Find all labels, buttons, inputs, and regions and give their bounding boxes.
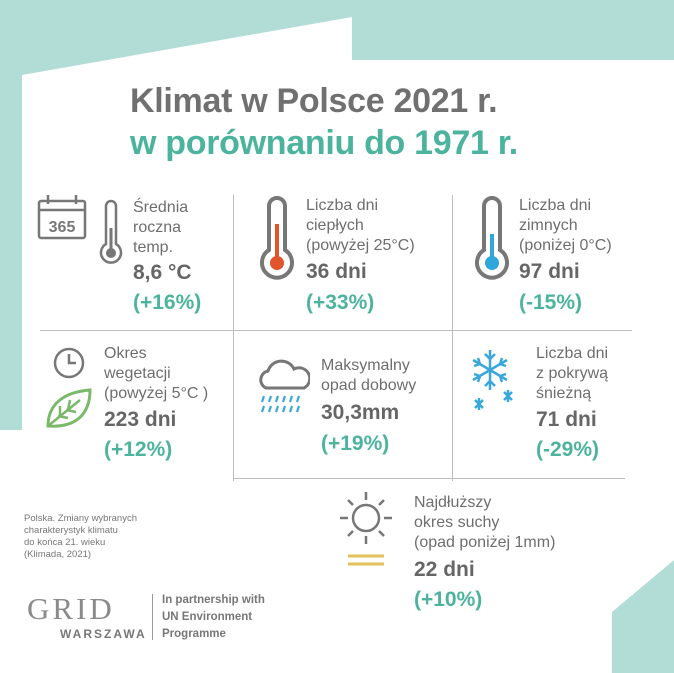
rain-cloud-icon — [259, 359, 310, 413]
stat-change-dry-period: (+10%) — [414, 588, 483, 611]
stat-value-cold-days: 97 dni — [519, 260, 580, 283]
stat-change-avg-temp: (+16%) — [133, 291, 202, 314]
logo-divider — [152, 594, 153, 640]
stat-label-max-precip: Maksymalny opad dobowy — [321, 357, 417, 394]
divider-vertical-2 — [452, 195, 453, 481]
stat-label-snow-days: Liczba dni z pokrywą śnieżną — [536, 345, 609, 402]
partnership-text: In partnership with UN Environment Progr… — [162, 594, 265, 640]
stat-change-vegetation: (+12%) — [104, 438, 173, 461]
stat-value-dry-period: 22 dni — [414, 558, 475, 581]
stat-value-avg-temp: 8,6 °C — [133, 261, 192, 284]
stat-value-warm-days: 36 dni — [306, 260, 367, 283]
calendar-365-thermometer-icon: 365 — [37, 195, 123, 264]
title-line-2: w porównaniu do 1971 r. — [130, 124, 518, 162]
grid-logo-subtext: WARSZAWA — [60, 627, 147, 641]
calendar-365-text: 365 — [49, 219, 76, 236]
cold-thermometer-icon — [475, 196, 509, 280]
divider-vertical-1 — [233, 195, 234, 481]
stat-label-warm-days: Liczba dni ciepłych (powyżej 25°C) — [306, 197, 415, 254]
stat-label-cold-days: Liczba dni zimnych (poniżej 0°C) — [519, 197, 612, 254]
stat-label-avg-temp: Średnia roczna temp. — [133, 199, 189, 256]
stat-value-snow-days: 71 dni — [536, 408, 597, 431]
stat-change-warm-days: (+33%) — [306, 291, 375, 314]
divider-horizontal-1 — [40, 330, 632, 331]
hot-thermometer-icon — [260, 196, 294, 280]
stat-value-vegetation: 223 dni — [104, 408, 177, 431]
clock-leaf-icon — [46, 347, 92, 428]
stat-label-vegetation: Okres wegetacji (powyżej 5°C ) — [104, 345, 209, 402]
stat-label-dry-period: Najdłuższy okres suchy (opad poniżej 1mm… — [414, 494, 556, 551]
stat-change-cold-days: (-15%) — [519, 291, 583, 314]
grid-logo-text: GRID — [27, 591, 115, 626]
sun-icon — [340, 492, 392, 566]
stat-change-max-precip: (+19%) — [321, 432, 390, 455]
stat-change-snow-days: (-29%) — [536, 438, 600, 461]
stat-value-max-precip: 30,3mm — [321, 401, 400, 424]
snowflake-icon — [472, 350, 513, 410]
divider-horizontal-2 — [233, 478, 625, 479]
source-footnote: Polska. Zmiany wybranych charakterystyk … — [24, 513, 137, 560]
title-line-1: Klimat w Polsce 2021 r. — [130, 82, 498, 120]
